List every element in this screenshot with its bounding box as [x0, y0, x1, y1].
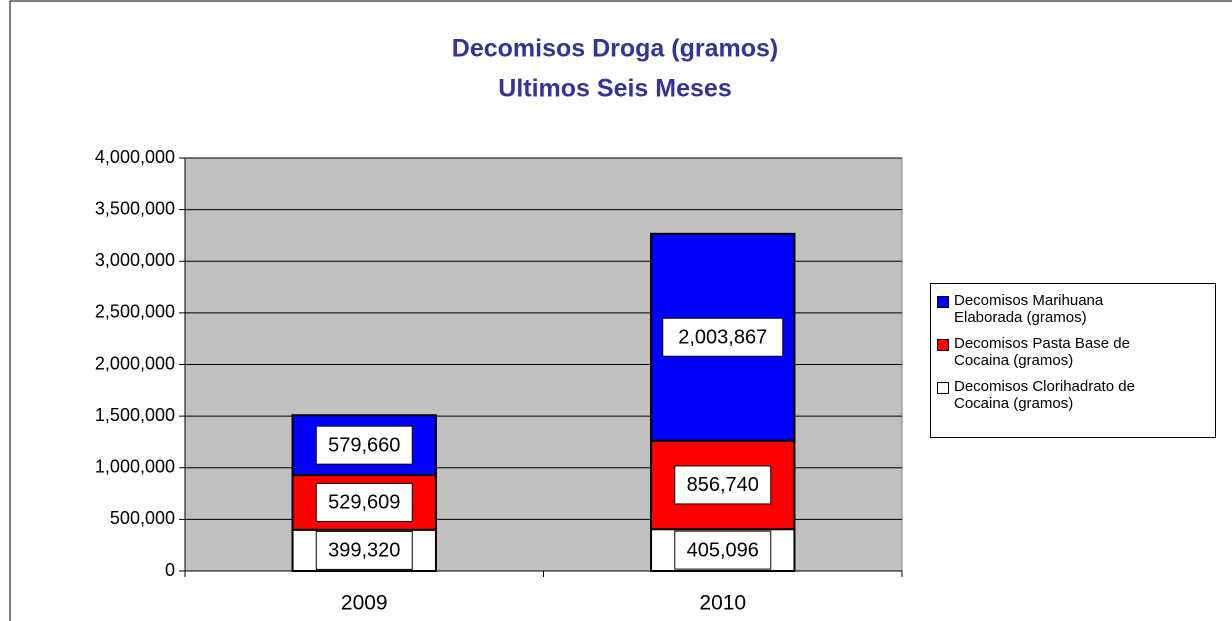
value-label: 399,320	[328, 540, 400, 562]
value-label-box	[315, 530, 413, 570]
chart-title: Decomisos Droga (gramos)	[452, 35, 778, 63]
x-tick-label: 2010	[699, 592, 746, 615]
x-tick-label: 2009	[341, 592, 388, 615]
value-label-box	[315, 482, 413, 522]
legend-label: Decomisos Pasta Base de Cocaina (gramos)	[954, 335, 1130, 369]
y-tick-label: 2,000,000	[95, 353, 175, 373]
legend-item: Decomisos Pasta Base de Cocaina (gramos)	[937, 335, 1209, 369]
value-label-box	[674, 465, 772, 505]
y-tick-label: 500,000	[110, 508, 175, 528]
legend-swatch	[937, 339, 949, 351]
value-label-box	[315, 425, 413, 465]
value-label: 856,740	[687, 474, 759, 496]
legend-label: Decomisos Marihuana Elaborada (gramos)	[954, 292, 1104, 326]
y-tick-label: 4,000,000	[95, 147, 175, 167]
value-label: 529,609	[328, 492, 400, 514]
value-label: 2,003,867	[678, 327, 767, 349]
legend: Decomisos Marihuana Elaborada (gramos) De…	[930, 283, 1216, 438]
value-label: 405,096	[687, 539, 759, 561]
legend-item: Decomisos Marihuana Elaborada (gramos)	[937, 292, 1209, 326]
y-tick-label: 2,500,000	[95, 302, 175, 322]
legend-swatch	[937, 382, 949, 394]
y-tick-label: 3,500,000	[95, 198, 175, 218]
y-tick-label: 0	[165, 560, 175, 580]
legend-item: Decomisos Clorihadrato de Cocaina (gramo…	[937, 378, 1209, 412]
y-tick-label: 3,000,000	[95, 250, 175, 270]
value-label-box	[662, 317, 784, 357]
legend-label: Decomisos Clorihadrato de Cocaina (gramo…	[954, 378, 1135, 412]
y-tick-label: 1,000,000	[95, 457, 175, 477]
value-label-box	[674, 530, 772, 570]
value-label: 579,660	[328, 434, 400, 456]
legend-swatch	[937, 296, 949, 308]
frame	[9, 0, 1232, 621]
chart-subtitle: Ultimos Seis Meses	[498, 75, 731, 103]
y-tick-label: 1,500,000	[95, 405, 175, 425]
